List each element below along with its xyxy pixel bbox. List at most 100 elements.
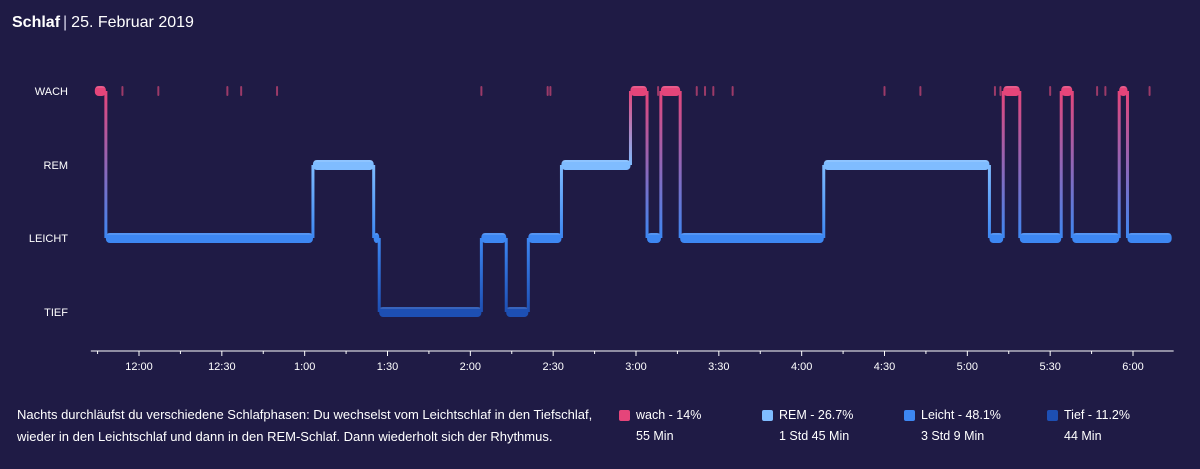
x-tick-label: 6:00 xyxy=(1122,361,1143,373)
x-tick-label: 5:00 xyxy=(957,361,978,373)
x-tick-label: 3:00 xyxy=(625,361,646,373)
stage-bar-leicht xyxy=(105,233,313,243)
page-title: Schlaf | 25. Februar 2019 xyxy=(12,14,194,32)
stage-bar-wach xyxy=(1061,86,1073,96)
brief-wake-mark xyxy=(731,86,734,96)
stage-bar-highlight xyxy=(507,307,528,309)
stage-bar-wach xyxy=(1003,86,1020,96)
stage-bar-highlight xyxy=(1020,233,1061,235)
stage-label-tief: TIEF xyxy=(44,307,68,319)
stage-bar-rem xyxy=(561,160,631,170)
description: Nachts durchläufst du verschiedene Schla… xyxy=(17,407,593,444)
stage-bar-highlight xyxy=(1004,86,1019,88)
x-tick-label: 1:30 xyxy=(377,361,398,373)
stage-bar-rem xyxy=(312,160,374,170)
stage-bar-highlight xyxy=(482,233,506,235)
stage-bar-highlight xyxy=(1128,233,1171,235)
legend-label-tief: Tief - 11.2% xyxy=(1064,408,1130,422)
brief-wake-mark xyxy=(712,86,715,96)
stage-bar-leicht xyxy=(647,233,661,243)
stage-bar-highlight xyxy=(106,233,312,235)
stage-transition xyxy=(372,165,376,238)
stage-transition xyxy=(1117,91,1121,238)
brief-wake-mark xyxy=(240,86,243,96)
stage-transition xyxy=(1001,91,1005,238)
legend-item-leicht: Leicht - 48.1% 3 Std 9 Min xyxy=(904,406,1001,443)
legend-item-rem: REM - 26.7% 1 Std 45 Min xyxy=(762,406,853,443)
x-tick-label: 12:30 xyxy=(208,361,236,373)
stage-bar-tief xyxy=(379,307,482,317)
stage-transition xyxy=(504,238,508,312)
stage-bar-highlight xyxy=(1062,86,1072,88)
stage-label-wach: WACH xyxy=(35,86,68,98)
stage-transition xyxy=(678,91,682,238)
brief-wake-mark xyxy=(695,86,698,96)
stage-bar-highlight xyxy=(990,233,1003,235)
title: Schlaf xyxy=(12,14,61,31)
brief-wake-mark xyxy=(1096,86,1099,96)
x-tick-label: 2:30 xyxy=(542,361,563,373)
brief-wake-mark xyxy=(546,86,549,96)
x-tick-label: 12:00 xyxy=(125,361,153,373)
legend-duration-tief: 44 Min xyxy=(1064,429,1102,443)
brief-wake-mark xyxy=(993,86,996,96)
stage-bar-wach xyxy=(94,86,106,96)
brief-wake-mark xyxy=(704,86,707,96)
stage-transition xyxy=(559,165,563,238)
x-tick-label: 4:00 xyxy=(791,361,812,373)
stage-transition xyxy=(104,91,108,238)
stage-bar-highlight xyxy=(1073,233,1119,235)
stage-transition xyxy=(377,238,381,312)
stage-bar-tief xyxy=(506,307,529,317)
legend-swatch-wach xyxy=(619,409,630,421)
date: 25. Februar 2019 xyxy=(71,14,194,31)
brief-wake-mark xyxy=(157,86,160,96)
legend-label-leicht: Leicht - 48.1% xyxy=(921,408,1001,422)
stage-transition xyxy=(659,91,663,238)
stage-bar-highlight xyxy=(631,86,647,88)
brief-wake-mark xyxy=(226,86,229,96)
legend-item-tief: Tief - 11.2% 44 Min xyxy=(1047,406,1130,443)
stage-bar-highlight xyxy=(95,86,105,88)
x-tick-label: 2:00 xyxy=(460,361,481,373)
brief-wake-mark xyxy=(883,86,886,96)
legend-duration-leicht: 3 Std 9 Min xyxy=(921,429,985,443)
legend-swatch-tief xyxy=(1047,409,1058,421)
stage-bar-highlight xyxy=(374,233,379,235)
stage-bar-highlight xyxy=(313,160,373,162)
legend-item-wach: wach - 14% 55 Min xyxy=(619,406,701,443)
stage-transition xyxy=(822,165,826,238)
stage-bar-leicht xyxy=(1127,233,1172,243)
legend-swatch-leicht xyxy=(904,409,915,421)
title-separator: | xyxy=(63,14,68,31)
brief-wake-mark xyxy=(121,86,124,96)
stage-label-leicht: LEICHT xyxy=(29,233,68,245)
stage-transition xyxy=(645,91,649,238)
stage-bar-leicht xyxy=(481,233,507,243)
stage-transition xyxy=(311,165,315,238)
stage-bar-leicht xyxy=(528,233,562,243)
brief-wake-mark xyxy=(999,86,1002,96)
stage-label-rem: REM xyxy=(44,160,68,172)
stage-bar-wach xyxy=(630,86,648,96)
stage-transition xyxy=(1125,91,1129,238)
legend-duration-wach: 55 Min xyxy=(636,429,674,443)
stage-transition xyxy=(1018,91,1022,238)
brief-wake-mark xyxy=(1148,86,1151,96)
stage-transition xyxy=(526,238,530,312)
legend-label-wach: wach - 14% xyxy=(636,408,702,422)
x-tick-label: 1:00 xyxy=(294,361,315,373)
stage-bar-highlight xyxy=(1120,86,1127,88)
sleep-stage-chart: WACH REM LEICHT TIEF 12:00 12:30 1:00 1:30 2:00 2… xyxy=(29,86,1174,373)
stage-bar-wach xyxy=(1119,86,1128,96)
stage-bar-leicht xyxy=(1019,233,1062,243)
stage-bar-highlight xyxy=(529,233,561,235)
stage-transition xyxy=(1070,91,1074,238)
stage-bar-leicht xyxy=(680,233,824,243)
stage-bar-leicht xyxy=(1072,233,1120,243)
stage-bar-highlight xyxy=(562,160,630,162)
brief-wake-mark xyxy=(1104,86,1107,96)
x-tick-label: 5:30 xyxy=(1039,361,1060,373)
stage-bar-rem xyxy=(823,160,990,170)
stage-transition xyxy=(479,238,483,312)
